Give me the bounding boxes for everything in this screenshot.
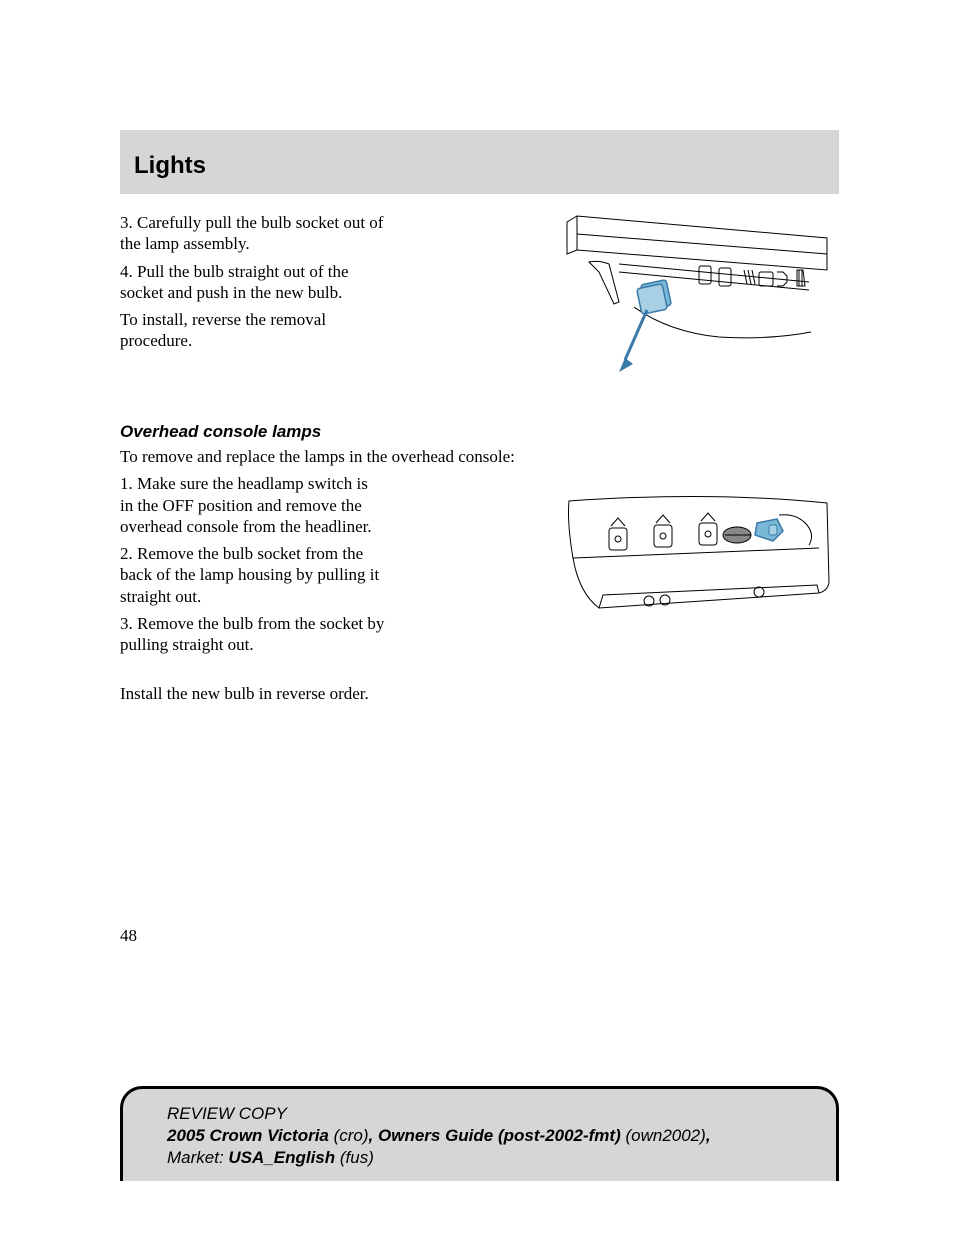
footer-line-2: 2005 Crown Victoria (cro), Owners Guide …: [167, 1125, 804, 1147]
section-overhead-console: 1. Make sure the headlamp switch is in t…: [120, 473, 839, 655]
subheading-overhead-console: Overhead console lamps: [120, 422, 839, 442]
section-title: Lights: [134, 152, 839, 180]
section-bulb-socket: 3. Carefully pull the bulb socket out of…: [120, 212, 839, 392]
oc-step-2: 2. Remove the bulb socket from the back …: [120, 543, 385, 607]
text-column-2: 1. Make sure the headlamp switch is in t…: [120, 473, 385, 655]
footer-review-box: REVIEW COPY 2005 Crown Victoria (cro), O…: [120, 1086, 839, 1181]
figure-overhead-console: [559, 473, 839, 633]
page-number: 48: [120, 926, 137, 946]
step-3: 3. Carefully pull the bulb socket out of…: [120, 212, 385, 255]
step-4: 4. Pull the bulb straight out of the soc…: [120, 261, 385, 304]
footer-line-3: Market: USA_English (fus): [167, 1147, 804, 1169]
section-header: Lights: [120, 130, 839, 194]
oc-step-1: 1. Make sure the headlamp switch is in t…: [120, 473, 385, 537]
figure-lamp-assembly: [559, 212, 839, 384]
text-column-1: 3. Carefully pull the bulb socket out of…: [120, 212, 385, 352]
install-note: To install, reverse the removal procedur…: [120, 309, 385, 352]
oc-step-3: 3. Remove the bulb from the socket by pu…: [120, 613, 385, 656]
intro-overhead-console: To remove and replace the lamps in the o…: [120, 446, 839, 467]
final-install-note: Install the new bulb in reverse order.: [120, 683, 839, 704]
footer-line-1: REVIEW COPY: [167, 1103, 804, 1125]
